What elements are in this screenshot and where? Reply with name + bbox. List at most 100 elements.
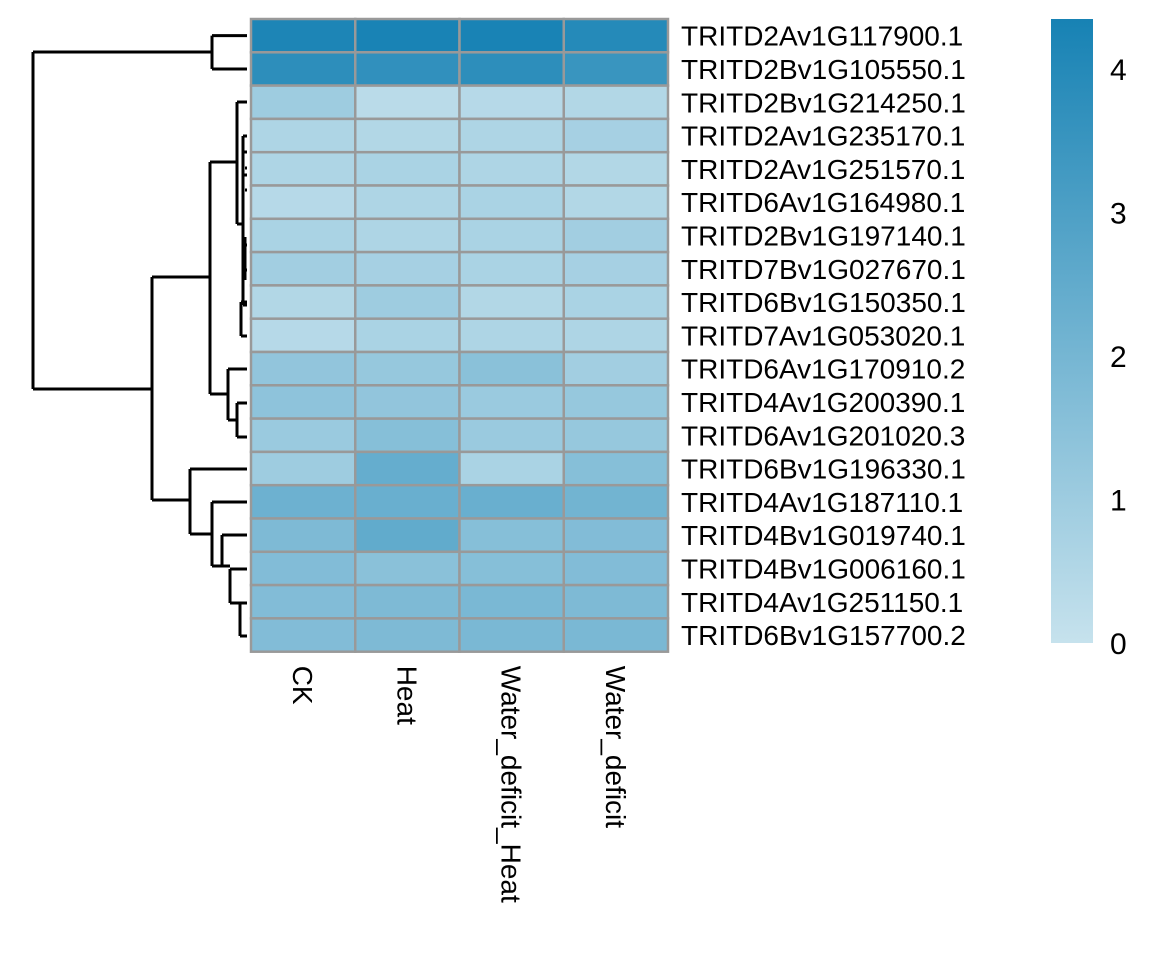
column-labels: CK Heat Water_deficit_Heat Water_deficit [287,666,631,903]
heatmap-cell [458,217,565,254]
row-label: TRITD4Bv1G006160.1 [681,553,966,584]
heatmap-cell [249,384,357,420]
heatmap-cell [458,317,565,354]
heatmap-cell [249,417,357,454]
heatmap-cell [458,51,565,87]
heatmap-cell [562,17,670,54]
heatmap-cell [458,350,565,387]
heatmap-cell [562,450,670,487]
heatmap-cell [249,550,357,587]
heatmap-cell [354,483,461,520]
row-label: TRITD7Bv1G027670.1 [681,254,966,285]
heatmap-cell [354,51,461,87]
heatmap-cell [562,217,670,254]
heatmap-cell [458,84,565,121]
column-label: Water_deficit_Heat [496,666,527,903]
heatmap-cell [458,184,565,221]
heatmap-cell [354,150,461,187]
heatmap-cell [249,284,357,320]
column-label: Water_deficit [600,666,631,829]
row-label: TRITD4Av1G187110.1 [681,487,963,518]
heatmap-cell [458,384,565,420]
heatmap-cell [458,517,565,554]
heatmap-cell [354,384,461,420]
heatmap-cell [354,284,461,320]
heatmap-cell [249,17,357,54]
heatmap-cell [249,583,357,620]
heatmap-cell [562,517,670,554]
heatmap-cell [458,284,565,320]
row-label: TRITD2Bv1G214250.1 [681,87,966,118]
legend-tick-label: 0 [1110,628,1127,661]
heatmap-cell [249,450,357,487]
heatmap-cell [249,84,357,121]
heatmap-cell [354,250,461,287]
heatmap-cell [458,617,565,653]
heatmap-cell [562,84,670,121]
heatmap-cell [562,317,670,354]
legend-tick-label: 1 [1110,485,1127,518]
row-label: TRITD2Av1G251570.1 [681,154,965,185]
column-label: Heat [391,666,422,725]
row-label: TRITD7Av1G053020.1 [681,320,965,351]
heatmap-cell [562,384,670,420]
heatmap-cell [354,350,461,387]
heatmap-cell [354,84,461,121]
heatmap-cell [458,17,565,54]
heatmap-cell [562,150,670,187]
heatmap-cell [354,184,461,221]
heatmap-cell [354,517,461,554]
row-label: TRITD6Bv1G150350.1 [681,287,966,318]
heatmap-cell [249,117,357,154]
heatmap-cell [354,17,461,54]
row-label: TRITD2Bv1G105550.1 [681,54,966,85]
heatmap-cell [249,517,357,554]
heatmap-cell [354,117,461,154]
heatmap-cell [249,483,357,520]
heatmap-cell [458,450,565,487]
heatmap-cell [249,317,357,354]
heatmap-cell [249,51,357,87]
heatmap-cell [249,350,357,387]
row-labels: TRITD2Av1G117900.1TRITD2Bv1G105550.1TRIT… [681,21,966,651]
row-label: TRITD4Bv1G019740.1 [681,520,966,551]
heatmap-cell [562,184,670,221]
heatmap-cell [458,250,565,287]
row-label: TRITD6Bv1G157700.2 [681,620,966,651]
heatmap-cell [562,617,670,653]
row-label: TRITD2Av1G235170.1 [681,121,965,152]
row-label: TRITD6Av1G170910.2 [681,354,965,385]
heatmap-cell [354,317,461,354]
heatmap-cell [249,250,357,287]
heatmap-cell [354,617,461,653]
legend-color-bar [1051,19,1093,643]
heatmap-cell [562,483,670,520]
heatmap-cell [562,583,670,620]
heatmap-cell [458,583,565,620]
heatmap-cell [562,51,670,87]
row-label: TRITD4Av1G251150.1 [681,587,963,618]
heatmap-cell [458,150,565,187]
heatmap-cell [249,617,357,653]
legend-tick-label: 4 [1110,54,1127,87]
heatmap-cell [354,583,461,620]
heatmap-cell [249,184,357,221]
heatmap-cell [562,550,670,587]
heatmap-cell [562,284,670,320]
heatmap-cell [562,250,670,287]
heatmap-cell [249,150,357,187]
heatmap-cell [354,417,461,454]
heatmap-cell [562,417,670,454]
legend-tick-label: 2 [1110,341,1127,374]
heatmap-cell [562,117,670,154]
heatmap-cell [562,350,670,387]
heatmap-cell [458,483,565,520]
heatmap-cell [458,417,565,454]
row-label: TRITD2Av1G117900.1 [681,21,963,52]
row-label: TRITD2Bv1G197140.1 [681,220,966,251]
heatmap-cell [354,217,461,254]
color-legend: 0 1 2 3 4 [1051,19,1127,661]
heatmap-cell [354,550,461,587]
row-label: TRITD6Av1G164980.1 [681,187,965,218]
